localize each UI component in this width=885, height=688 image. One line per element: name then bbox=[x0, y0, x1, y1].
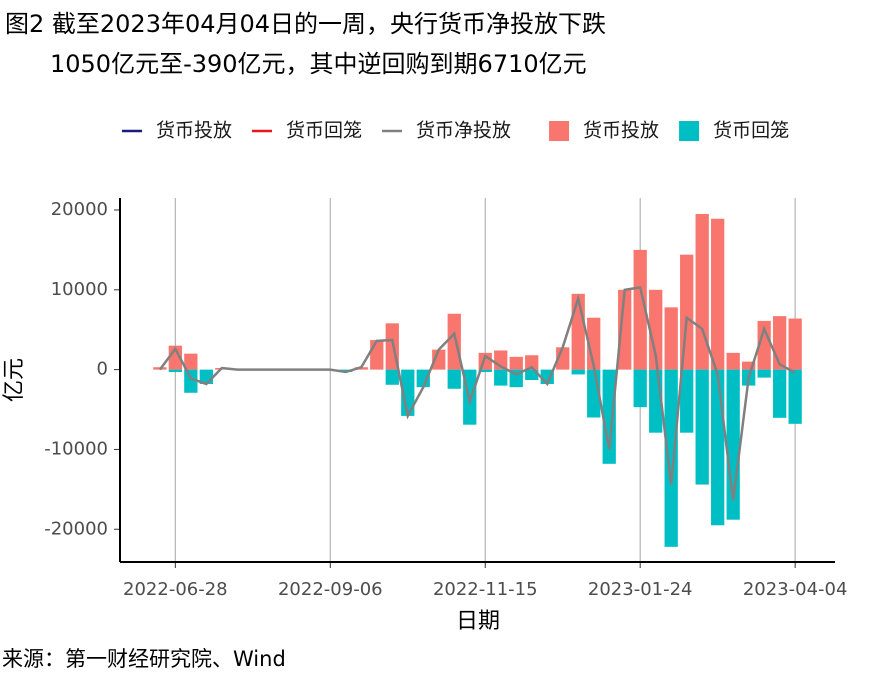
bar bbox=[664, 369, 678, 547]
bar bbox=[618, 289, 632, 370]
bar bbox=[633, 369, 647, 408]
bar bbox=[525, 355, 539, 370]
bar bbox=[447, 313, 461, 370]
bar bbox=[664, 307, 678, 370]
bar bbox=[184, 369, 198, 393]
bar bbox=[711, 218, 725, 370]
bar bbox=[494, 369, 508, 386]
bar bbox=[602, 369, 616, 464]
bar bbox=[571, 293, 585, 370]
legend-label: 货币投放 bbox=[583, 120, 659, 142]
legend-label: 货币回笼 bbox=[286, 120, 362, 142]
y-tick-label: 0 bbox=[97, 359, 108, 380]
legend-label: 货币投放 bbox=[156, 120, 232, 142]
bar bbox=[788, 318, 802, 370]
bar bbox=[726, 352, 740, 370]
bar bbox=[788, 369, 802, 424]
bar bbox=[773, 369, 787, 418]
bar bbox=[478, 369, 492, 373]
legend-swatch bbox=[679, 121, 700, 141]
legend-swatch bbox=[549, 121, 570, 141]
x-axis-title: 日期 bbox=[456, 609, 500, 634]
x-tick-label: 2022-06-28 bbox=[123, 579, 228, 600]
bar bbox=[757, 369, 771, 378]
bar bbox=[695, 213, 709, 370]
bar bbox=[447, 369, 461, 389]
y-tick-label: 10000 bbox=[51, 279, 108, 300]
legend-label: 货币净投放 bbox=[416, 120, 511, 142]
y-tick-label: -10000 bbox=[44, 438, 108, 459]
x-tick-label: 2022-11-15 bbox=[433, 579, 538, 600]
legend-label: 货币回笼 bbox=[713, 120, 789, 142]
bar bbox=[370, 340, 384, 370]
y-tick-label: 20000 bbox=[51, 199, 108, 220]
bar bbox=[525, 369, 539, 380]
line bbox=[158, 285, 796, 501]
x-tick-label: 2022-09-06 bbox=[278, 579, 383, 600]
bar bbox=[695, 369, 709, 485]
bar bbox=[509, 356, 523, 370]
bar bbox=[571, 369, 585, 375]
bar bbox=[633, 249, 647, 370]
bar bbox=[416, 369, 430, 388]
y-tick-label: -20000 bbox=[44, 518, 108, 539]
x-tick-label: 2023-01-24 bbox=[588, 579, 693, 600]
bar bbox=[680, 369, 694, 433]
y-axis-title: 亿元 bbox=[2, 358, 27, 402]
source: 来源：第一财经研究院、Wind bbox=[2, 647, 286, 671]
bar bbox=[742, 361, 756, 370]
bar bbox=[680, 254, 694, 370]
chart-title: 图2 截至2023年04月04日的一周，央行货币净投放下跌 bbox=[5, 10, 606, 38]
chart-title: 1050亿元至-390亿元，其中逆回购到期6710亿元 bbox=[50, 50, 587, 78]
x-tick-label: 2023-04-04 bbox=[743, 579, 848, 600]
bar bbox=[184, 353, 198, 370]
bar bbox=[711, 369, 725, 526]
bar bbox=[385, 369, 399, 385]
bar bbox=[168, 369, 182, 373]
bar bbox=[757, 320, 771, 370]
bar bbox=[649, 289, 663, 370]
